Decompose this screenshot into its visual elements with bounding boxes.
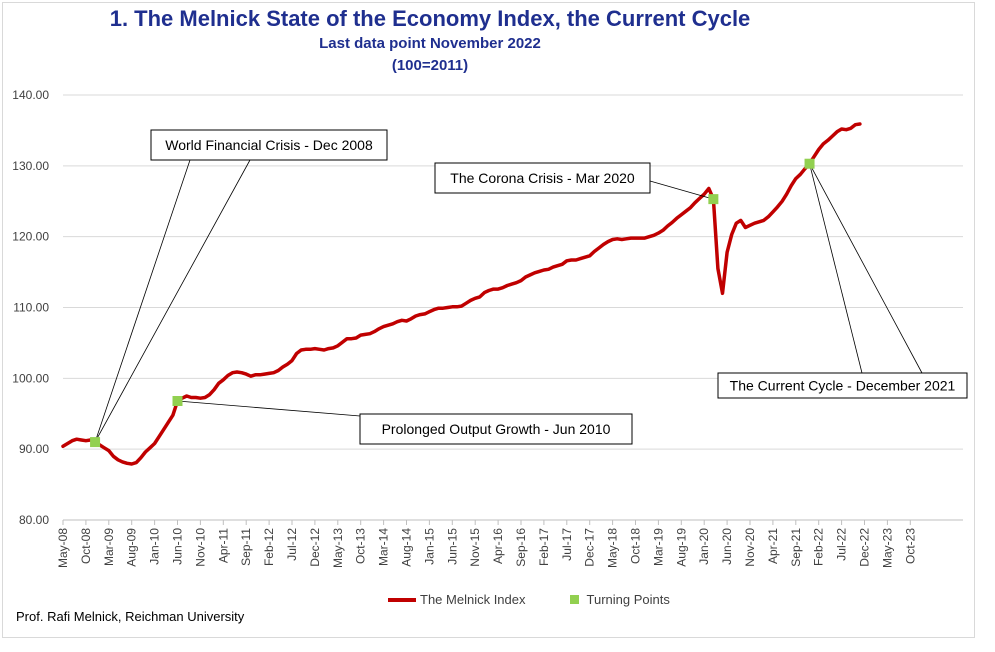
legend-label-turning-points: Turning Points <box>586 592 670 607</box>
annotation-leader-line <box>649 180 714 200</box>
annotation-leader-line <box>94 159 251 443</box>
x-tick-label: Jan-15 <box>422 528 436 565</box>
x-tick-label: Feb-12 <box>262 528 276 566</box>
x-tick-label: Jun-20 <box>720 528 734 565</box>
y-tick-label: 120.00 <box>12 230 49 244</box>
annotation-leader-line <box>94 159 191 443</box>
x-tick-label: Jul-17 <box>560 528 574 561</box>
x-tick-label: Nov-20 <box>743 528 757 567</box>
x-tick-label: Sep-11 <box>239 528 253 566</box>
series-line-melnick-index <box>61 122 862 466</box>
x-tick-label: Mar-19 <box>651 528 665 566</box>
x-tick-label: Oct-23 <box>903 528 917 564</box>
x-tick-label: Apr-11 <box>216 528 230 563</box>
x-tick-label: May-08 <box>56 528 70 568</box>
x-tick-label: Mar-09 <box>102 528 116 566</box>
x-tick-label: Apr-16 <box>491 528 505 564</box>
turning-point-marker <box>90 437 101 448</box>
x-tick-label: Jul-22 <box>835 528 849 561</box>
x-tick-label: Aug-09 <box>125 528 139 567</box>
y-tick-label: 100.00 <box>12 371 49 385</box>
x-tick-label: Oct-18 <box>629 528 643 564</box>
annotation-leader-line <box>809 163 923 374</box>
x-tick-label: Nov-15 <box>468 528 482 567</box>
legend-line-swatch <box>388 597 416 602</box>
annotation-box <box>150 129 388 161</box>
annotation-text: The Corona Crisis - Mar 2020 <box>450 170 635 186</box>
annotation-box <box>717 372 968 399</box>
y-tick-label: 110.00 <box>13 301 49 315</box>
x-tick-label: Dec-17 <box>583 528 597 567</box>
turning-point-marker <box>804 158 815 169</box>
x-tick-label: Oct-08 <box>79 528 93 564</box>
chart-subtitle-base: (100=2011) <box>391 57 469 74</box>
chart-title: 1. The Melnick State of the Economy Inde… <box>109 6 751 31</box>
turning-point-marker <box>708 194 719 205</box>
chart-subtitle-date: Last data point November 2022 <box>319 35 541 52</box>
x-tick-label: Sep-16 <box>514 528 528 567</box>
turning-point-marker <box>172 396 183 406</box>
annotation-text: The Current Cycle - December 2021 <box>730 378 956 394</box>
y-tick-label: 80.00 <box>19 513 49 527</box>
x-tick-label: Nov-10 <box>193 528 207 567</box>
annotation-text: World Financial Crisis - Dec 2008 <box>165 137 373 153</box>
y-tick-label: 90.00 <box>19 442 49 456</box>
x-tick-label: Aug-14 <box>400 528 414 567</box>
x-tick-label: Feb-22 <box>812 528 826 566</box>
x-tick-label: Mar-14 <box>377 528 391 566</box>
x-tick-label: Sep-21 <box>789 528 803 567</box>
x-tick-label: May-13 <box>331 528 345 568</box>
y-tick-label: 130.00 <box>12 159 49 173</box>
y-tick-label: 140.00 <box>12 88 49 102</box>
annotation-leader-line <box>177 400 361 417</box>
x-tick-label: Oct-13 <box>354 528 368 564</box>
x-tick-label: Jun-15 <box>445 528 459 565</box>
annotation-leader-line <box>809 163 863 374</box>
x-tick-label: May-23 <box>880 528 894 568</box>
author-credit: Prof. Rafi Melnick, Reichman University <box>16 609 245 624</box>
x-tick-label: Dec-22 <box>858 528 872 567</box>
annotation-box <box>359 413 633 445</box>
legend-label-index: The Melnick Index <box>420 592 526 607</box>
x-tick-label: Jan-10 <box>148 528 162 565</box>
x-tick-label: May-18 <box>606 528 620 568</box>
x-tick-label: Jan-20 <box>697 528 711 565</box>
legend-square-swatch <box>569 595 579 604</box>
legend: The Melnick Index Turning Points <box>388 592 670 607</box>
chart-frame <box>2 2 975 638</box>
x-tick-label: Dec-12 <box>308 528 322 567</box>
x-tick-label: Aug-19 <box>674 528 688 567</box>
x-tick-label: Jun-10 <box>171 528 185 565</box>
annotation-text: Prolonged Output Growth - Jun 2010 <box>382 421 611 437</box>
x-tick-label: Feb-17 <box>537 528 551 566</box>
annotation-box <box>434 162 651 194</box>
x-tick-label: Apr-21 <box>766 528 780 564</box>
x-tick-label: Jul-12 <box>285 528 299 561</box>
